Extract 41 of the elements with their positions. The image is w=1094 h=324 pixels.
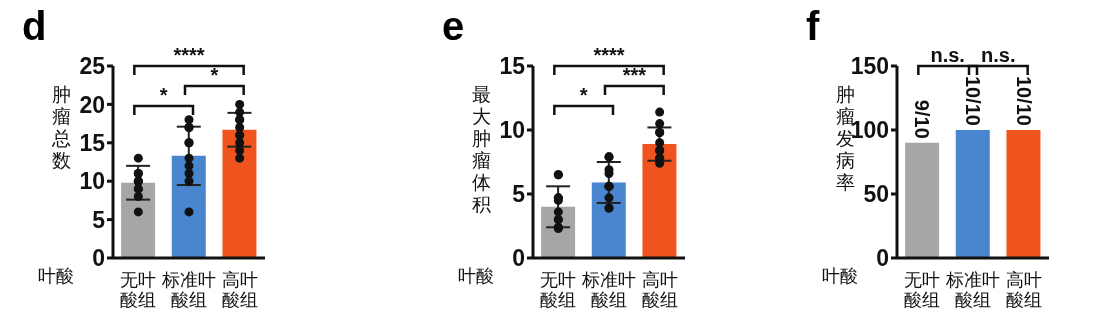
annotation: 10/10	[962, 75, 984, 126]
y-axis-title: 最大肿瘤体积	[470, 84, 492, 216]
x-tick-label: 无叶酸组	[120, 270, 157, 310]
y-tick-label: 15	[79, 129, 106, 156]
annotation: 10/10	[1012, 75, 1035, 126]
x-axis-title: 叶酸	[38, 265, 74, 288]
x-axis-title: 叶酸	[822, 265, 858, 288]
chart-title: f	[806, 4, 820, 48]
x-tick-label: 标准叶酸组	[945, 270, 1000, 310]
y-tick-label: 15	[499, 53, 526, 80]
y-tick-label: 5	[92, 206, 106, 233]
x-tick-label: 标准叶酸组	[161, 270, 216, 310]
annotation: *	[159, 84, 168, 106]
annotation: n.s.	[981, 44, 1016, 66]
chart-title: e	[442, 4, 465, 48]
y-axis-title: 肿瘤总数	[50, 84, 72, 172]
annotation: 9/10	[911, 99, 934, 139]
y-tick-label: 0	[512, 245, 525, 272]
y-tick-label: 0	[876, 245, 889, 272]
x-tick-label: 无叶酸组	[540, 270, 577, 310]
y-tick-label: 10	[499, 117, 525, 144]
x-tick-label: 高叶酸组	[1005, 270, 1042, 310]
y-tick-label: 25	[79, 53, 106, 80]
y-tick-label: 10	[79, 168, 105, 195]
y-tick-label: 150	[850, 53, 889, 80]
x-axis-title: 叶酸	[458, 265, 494, 288]
y-tick-label: 20	[79, 91, 105, 118]
y-tick-label: 0	[92, 245, 105, 272]
annotation: ****	[593, 44, 625, 66]
annotation: *	[210, 64, 219, 86]
x-tick-label: 无叶酸组	[904, 270, 941, 310]
y-tick-label: 50	[863, 181, 889, 208]
annotation: ****	[173, 44, 205, 66]
x-tick-label: 高叶酸组	[221, 270, 258, 310]
annotation: n.s.	[930, 44, 965, 66]
annotation: ***	[622, 64, 647, 86]
chart-title: d	[22, 4, 47, 48]
x-tick-label: 标准叶酸组	[581, 270, 636, 310]
annotation: *	[579, 84, 588, 106]
x-tick-label: 高叶酸组	[641, 270, 678, 310]
y-tick-label: 5	[512, 181, 526, 208]
